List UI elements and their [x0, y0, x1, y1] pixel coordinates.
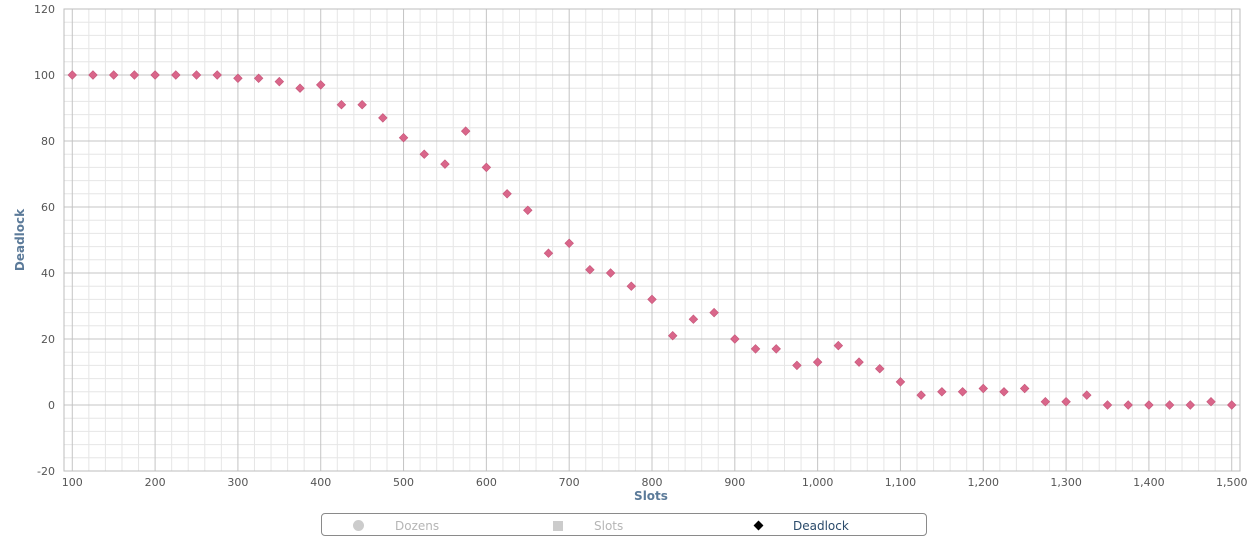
- data-point[interactable]: [626, 281, 637, 291]
- legend-label-deadlock: Deadlock: [793, 518, 849, 533]
- data-point[interactable]: [357, 99, 367, 110]
- data-point[interactable]: [792, 360, 802, 371]
- data-point[interactable]: [1061, 396, 1071, 407]
- data-point[interactable]: [895, 377, 906, 387]
- y-tick-label: 100: [34, 69, 55, 82]
- legend-item-slots[interactable]: Slots: [553, 514, 623, 537]
- data-point[interactable]: [709, 307, 719, 318]
- data-points: [67, 70, 1237, 410]
- data-point[interactable]: [316, 80, 326, 90]
- data-point[interactable]: [1226, 400, 1237, 410]
- data-point[interactable]: [523, 205, 533, 216]
- data-point[interactable]: [854, 357, 864, 367]
- y-tick-label: 20: [41, 333, 55, 346]
- data-point[interactable]: [171, 70, 181, 80]
- data-point[interactable]: [1123, 400, 1133, 410]
- data-point[interactable]: [336, 99, 347, 110]
- x-tick-label: 800: [642, 476, 663, 489]
- data-point[interactable]: [481, 162, 492, 173]
- x-tick-label: 1,300: [1050, 476, 1082, 489]
- data-point[interactable]: [667, 330, 678, 341]
- major-gridlines: [63, 8, 1241, 472]
- data-point[interactable]: [1102, 400, 1113, 410]
- legend: Dozens Slots Deadlock: [321, 513, 927, 536]
- data-point[interactable]: [460, 126, 471, 136]
- legend-item-dozens[interactable]: Dozens: [353, 514, 439, 537]
- x-tick-label: 400: [310, 476, 331, 489]
- data-point[interactable]: [875, 363, 885, 374]
- square-icon: [553, 520, 563, 531]
- data-point[interactable]: [750, 344, 761, 354]
- x-tick-label: 100: [62, 476, 83, 489]
- data-point[interactable]: [129, 70, 140, 80]
- data-point[interactable]: [688, 314, 699, 324]
- y-tick-label: 60: [41, 201, 55, 214]
- data-point[interactable]: [150, 70, 160, 80]
- data-point[interactable]: [88, 70, 98, 80]
- y-tick-label: 40: [41, 267, 55, 280]
- data-point[interactable]: [1144, 400, 1154, 410]
- data-point[interactable]: [564, 238, 574, 249]
- legend-label-slots: Slots: [594, 518, 624, 533]
- x-tick-label: 300: [227, 476, 248, 489]
- plot-border: [63, 8, 1241, 472]
- x-axis-tick-labels: 100 200 300 400 500 600 700 800 900 1,000 1,100 1,2…: [62, 476, 1248, 489]
- x-tick-label: 1,500: [1216, 476, 1248, 489]
- data-point[interactable]: [916, 390, 926, 400]
- y-tick-label: 0: [48, 399, 55, 412]
- x-tick-label: 900: [724, 476, 745, 489]
- x-tick-label: 700: [559, 476, 580, 489]
- data-point[interactable]: [1206, 396, 1216, 407]
- x-tick-label: 1,200: [968, 476, 1000, 489]
- data-point[interactable]: [647, 294, 657, 305]
- data-point[interactable]: [1019, 383, 1030, 394]
- x-tick-label: 500: [393, 476, 414, 489]
- data-point[interactable]: [978, 383, 988, 394]
- data-point[interactable]: [957, 387, 968, 397]
- data-point[interactable]: [398, 132, 409, 143]
- data-point[interactable]: [502, 189, 512, 199]
- legend-label-dozens: Dozens: [395, 518, 440, 533]
- x-tick-label: 1,400: [1133, 476, 1165, 489]
- data-point[interactable]: [1185, 400, 1196, 410]
- data-point[interactable]: [108, 70, 119, 80]
- data-point[interactable]: [1164, 400, 1175, 410]
- data-point[interactable]: [274, 76, 285, 87]
- data-point[interactable]: [67, 70, 78, 80]
- data-point[interactable]: [212, 70, 222, 80]
- data-point[interactable]: [191, 70, 202, 80]
- data-point[interactable]: [1082, 390, 1092, 400]
- x-tick-label: 600: [476, 476, 497, 489]
- data-point[interactable]: [605, 268, 616, 278]
- data-point[interactable]: [771, 344, 781, 354]
- legend-item-deadlock[interactable]: Deadlock: [753, 514, 849, 537]
- y-axis-tick-labels: 120 100 80 60 40 20 0 -20: [34, 3, 55, 478]
- data-point[interactable]: [833, 340, 844, 351]
- data-point[interactable]: [999, 387, 1009, 397]
- data-point[interactable]: [937, 387, 947, 397]
- y-tick-label: 80: [41, 135, 55, 148]
- x-axis-title: Slots: [634, 489, 668, 503]
- data-point[interactable]: [1040, 396, 1051, 407]
- y-axis-title: Deadlock: [13, 208, 27, 271]
- y-tick-label: -20: [37, 465, 55, 478]
- data-point[interactable]: [730, 334, 740, 344]
- data-point[interactable]: [295, 83, 305, 93]
- x-tick-label: 1,000: [802, 476, 834, 489]
- data-point[interactable]: [378, 113, 388, 123]
- data-point[interactable]: [812, 357, 823, 367]
- data-point[interactable]: [233, 73, 243, 84]
- data-point[interactable]: [543, 248, 554, 258]
- x-tick-label: 200: [145, 476, 166, 489]
- data-point[interactable]: [419, 149, 429, 159]
- y-tick-label: 120: [34, 3, 55, 16]
- data-point[interactable]: [253, 73, 264, 84]
- diamond-icon: [753, 520, 764, 531]
- data-point[interactable]: [585, 264, 595, 275]
- x-tick-label: 1,100: [885, 476, 917, 489]
- circle-icon: [353, 520, 364, 531]
- data-point[interactable]: [440, 159, 450, 169]
